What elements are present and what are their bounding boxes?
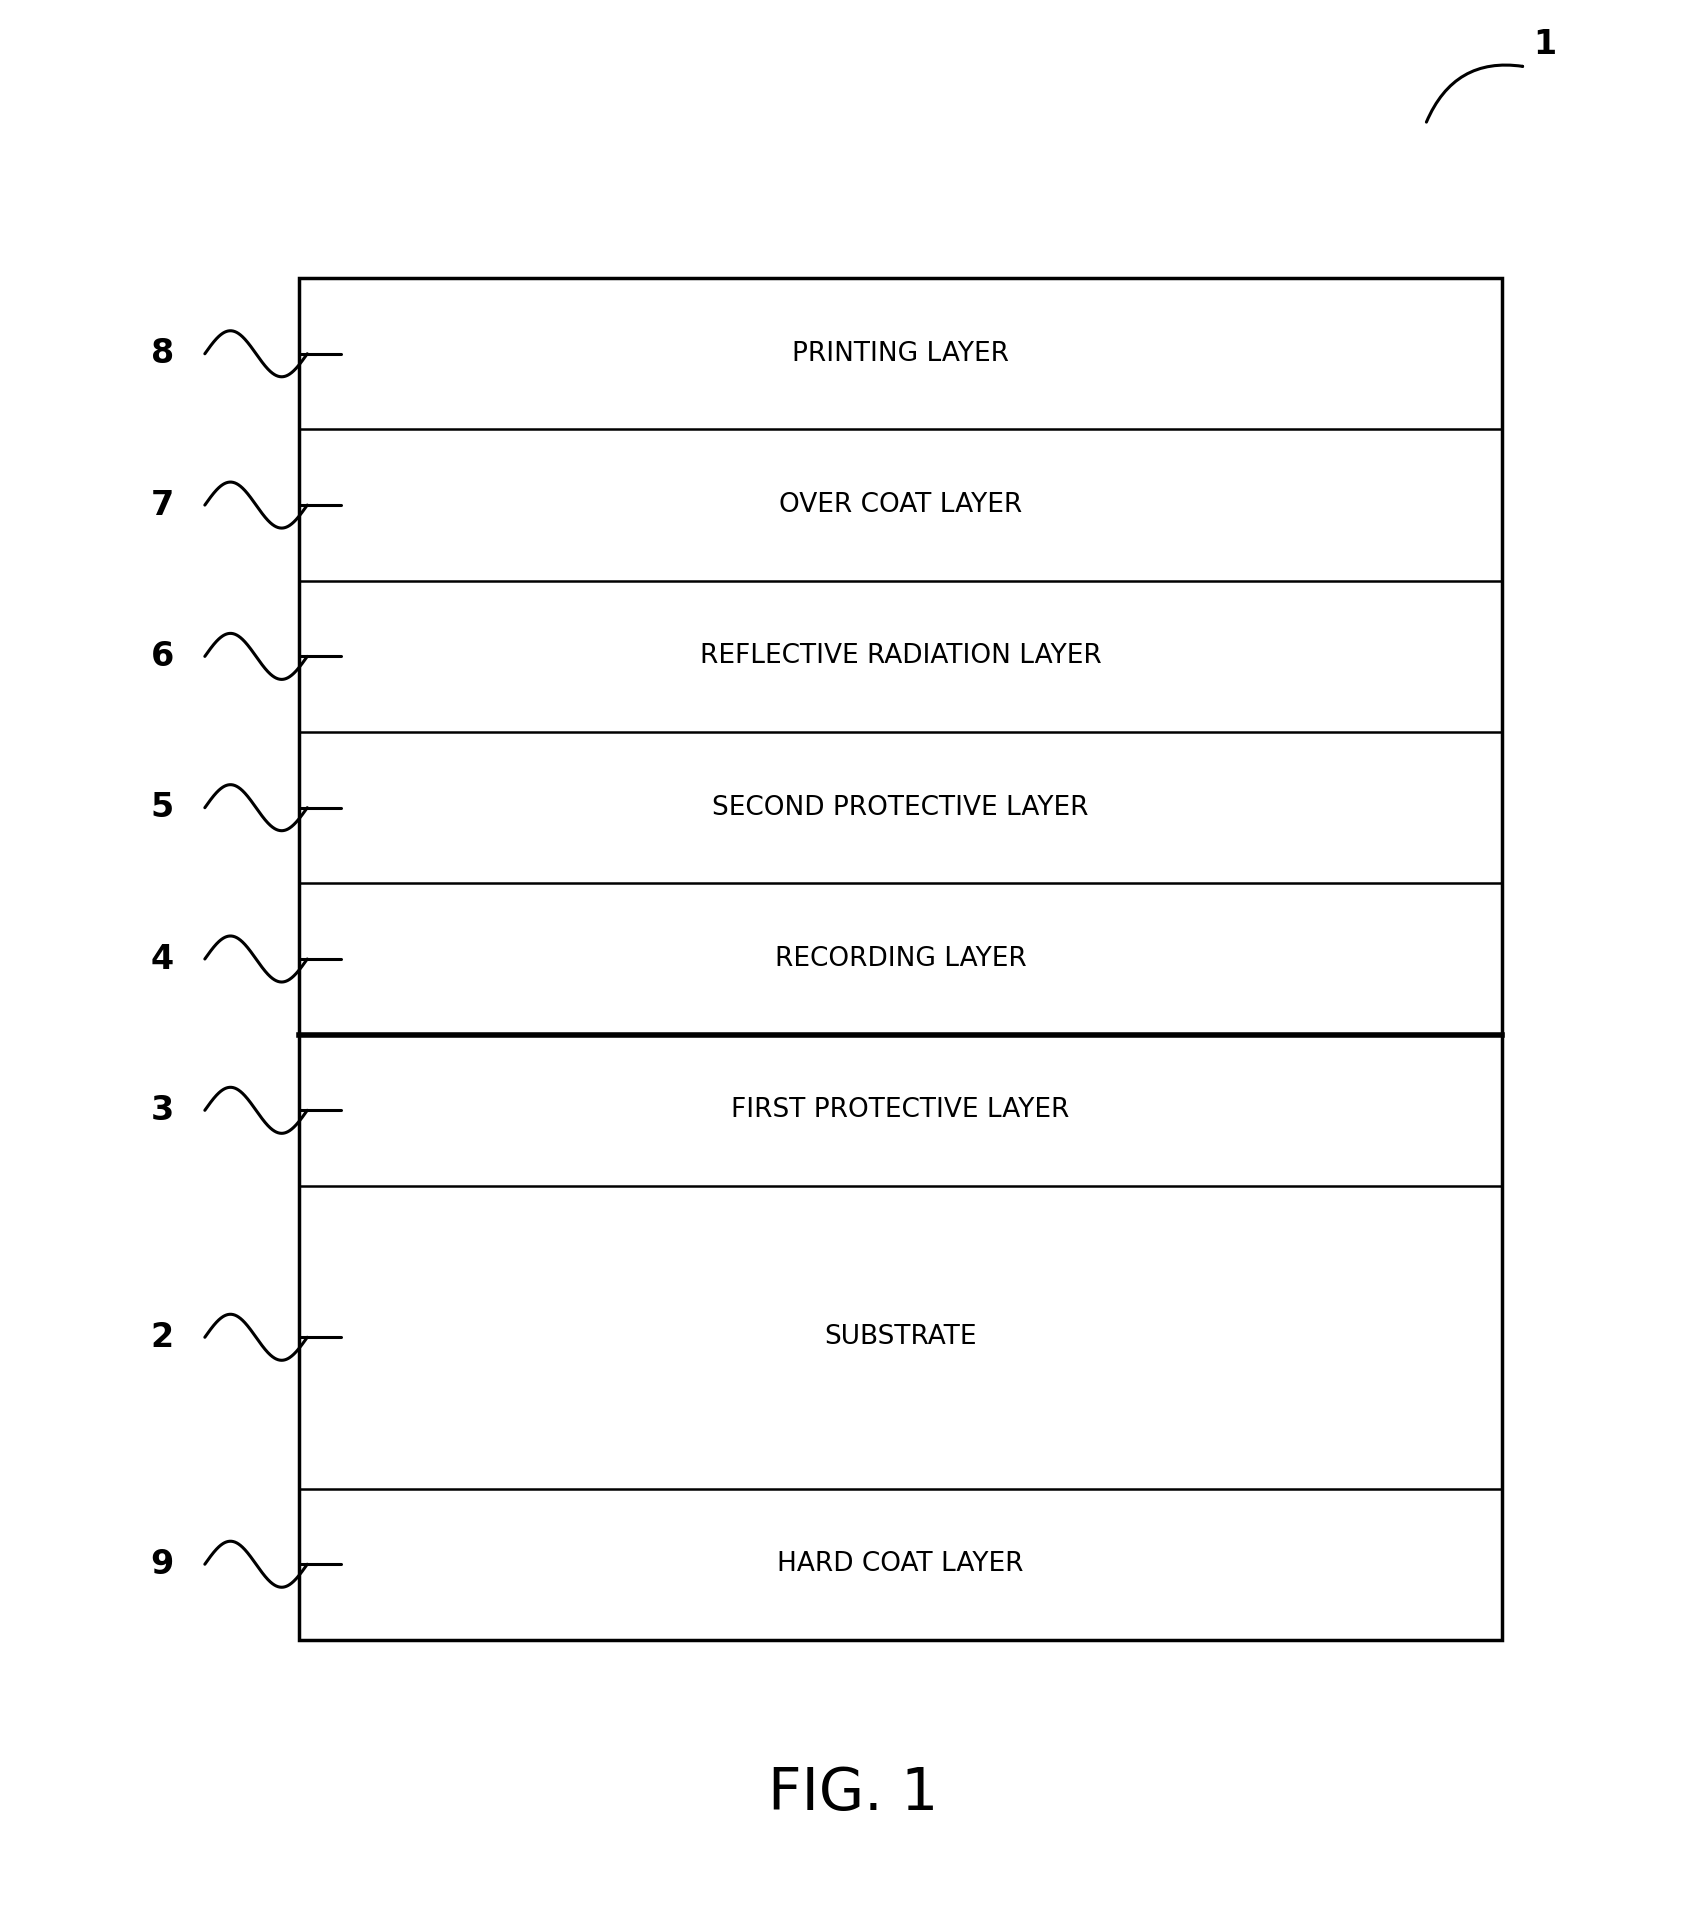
Text: 5: 5: [150, 792, 174, 825]
Text: SUBSTRATE: SUBSTRATE: [824, 1323, 976, 1350]
Text: FIRST PROTECTIVE LAYER: FIRST PROTECTIVE LAYER: [731, 1097, 1070, 1124]
Text: 3: 3: [150, 1093, 174, 1126]
Text: OVER COAT LAYER: OVER COAT LAYER: [778, 493, 1022, 518]
Text: HARD COAT LAYER: HARD COAT LAYER: [777, 1552, 1024, 1577]
Text: 9: 9: [150, 1548, 174, 1580]
Text: FIG. 1: FIG. 1: [768, 1765, 939, 1822]
Text: 7: 7: [150, 489, 174, 522]
Text: 8: 8: [150, 338, 174, 370]
Text: 2: 2: [150, 1322, 174, 1354]
FancyArrowPatch shape: [1427, 65, 1523, 123]
Text: RECORDING LAYER: RECORDING LAYER: [775, 946, 1026, 972]
Text: PRINTING LAYER: PRINTING LAYER: [792, 341, 1009, 366]
Text: REFLECTIVE RADIATION LAYER: REFLECTIVE RADIATION LAYER: [700, 643, 1101, 669]
Text: 1: 1: [1533, 29, 1557, 61]
Text: 6: 6: [150, 641, 174, 673]
Text: SECOND PROTECTIVE LAYER: SECOND PROTECTIVE LAYER: [712, 794, 1089, 821]
Bar: [299, 278, 1502, 1640]
Text: 4: 4: [150, 942, 174, 976]
